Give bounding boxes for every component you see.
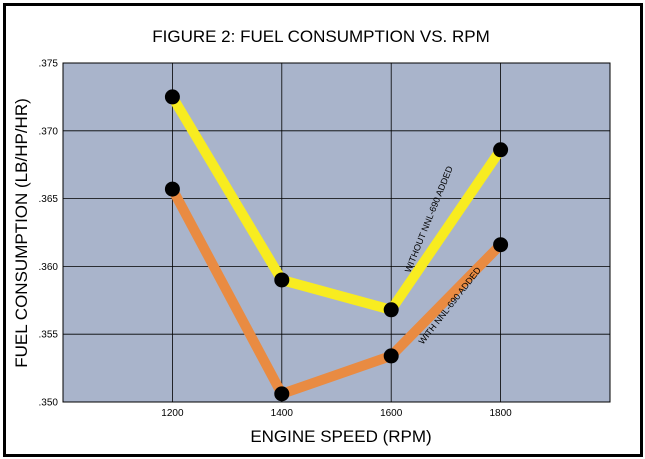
data-point-s0-3 (493, 142, 509, 158)
y-tick-label-5: .375 (39, 59, 59, 70)
series-line-1 (167, 184, 506, 399)
y-axis-title: FUEL CONSUMPTION (LB/HP/HR) (12, 98, 31, 368)
grid (63, 62, 610, 403)
series-line-0 (167, 91, 506, 315)
x-tick-labels: 1200 1400 1600 1800 (161, 408, 512, 419)
data-point-s1-0 (164, 181, 180, 197)
y-tick-label-3: .365 (39, 194, 59, 205)
plot-area (62, 62, 611, 403)
x-axis-title: ENGINE SPEED (RPM) (250, 427, 431, 446)
data-point-s1-1 (274, 386, 290, 402)
data-point-s1-3 (493, 237, 509, 253)
x-tick-label-1: 1400 (271, 408, 294, 419)
y-tick-label-1: .355 (39, 330, 59, 341)
x-tick-label-0: 1200 (161, 408, 184, 419)
data-point-s0-2 (383, 302, 399, 318)
series-lines (167, 91, 506, 399)
data-point-s1-2 (383, 348, 399, 364)
x-tick-label-3: 1800 (489, 408, 512, 419)
y-tick-labels: .350 .355 .360 .365 .370 .375 (39, 59, 59, 409)
data-points (164, 89, 509, 402)
data-point-s0-0 (164, 89, 180, 105)
chart-title: FIGURE 2: FUEL CONSUMPTION VS. RPM (152, 27, 490, 46)
y-tick-label-0: .350 (39, 398, 59, 409)
data-point-s0-1 (274, 272, 290, 288)
y-tick-label-2: .360 (39, 262, 59, 273)
x-tick-label-2: 1600 (380, 408, 403, 419)
y-tick-label-4: .370 (39, 126, 59, 137)
